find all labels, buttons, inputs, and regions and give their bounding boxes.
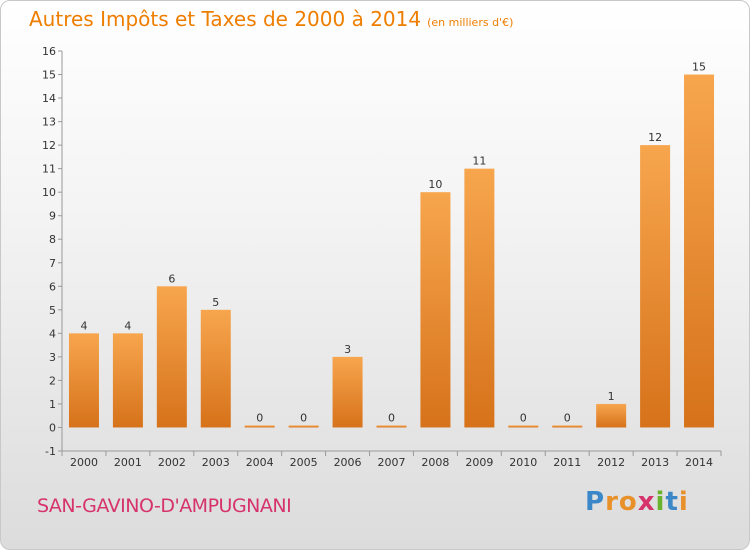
- logo-letter: t: [665, 487, 679, 517]
- chart-title: Autres Impôts et Taxes de 2000 à 2014 (en…: [29, 7, 513, 31]
- x-tick-label: 2013: [641, 456, 669, 469]
- data-label: 4: [80, 319, 87, 332]
- bar: [332, 356, 363, 428]
- y-tick-label: 4: [49, 327, 56, 340]
- data-label: 10: [428, 178, 442, 191]
- logo-letter: P: [585, 487, 606, 517]
- data-label: 0: [520, 411, 527, 424]
- commune-name: SAN-GAVINO-D'AMPUGNANI: [37, 495, 292, 517]
- data-label: 6: [168, 272, 175, 285]
- y-tick-label: 0: [49, 421, 56, 434]
- logo-letter: o: [618, 487, 638, 517]
- bar: [288, 425, 319, 428]
- chart-title-text: Autres Impôts et Taxes de 2000 à 2014: [29, 7, 422, 31]
- chart-subtitle: (en milliers d'€): [427, 16, 514, 29]
- data-label: 0: [300, 411, 307, 424]
- bar: [156, 286, 187, 428]
- y-tick-label: 5: [49, 304, 56, 317]
- logo-letter: x: [637, 487, 656, 517]
- bar: [552, 425, 583, 428]
- x-tick-label: 2002: [158, 456, 186, 469]
- y-tick-label: 15: [42, 69, 56, 82]
- x-tick-label: 2000: [70, 456, 98, 469]
- x-tick-label: 2003: [202, 456, 230, 469]
- data-label: 1: [608, 390, 615, 403]
- x-tick-label: 2004: [246, 456, 274, 469]
- y-tick-label: 10: [42, 186, 56, 199]
- bar: [464, 168, 495, 428]
- bar: [640, 145, 671, 428]
- logo-letter: i: [655, 487, 666, 517]
- bar: [244, 425, 275, 428]
- y-tick-label: 13: [42, 116, 56, 129]
- x-tick-label: 2006: [334, 456, 362, 469]
- data-label: 0: [564, 411, 571, 424]
- data-labels: 4 4 6 5 0 0 3 0 10 11 0 0 1 12 15: [80, 61, 706, 425]
- x-tick-label: 2011: [553, 456, 581, 469]
- y-tick-label: 11: [42, 163, 56, 176]
- proxiti-logo: Proxiti: [585, 487, 689, 517]
- x-tick-label: 2005: [290, 456, 318, 469]
- y-tick-label: 14: [42, 92, 56, 105]
- y-tick-label: 12: [42, 139, 56, 152]
- logo-letter: i: [678, 487, 689, 517]
- x-tick-label: 2009: [465, 456, 493, 469]
- data-label: 11: [472, 155, 486, 168]
- x-tick-label: 2010: [509, 456, 537, 469]
- y-tick-label: 1: [49, 398, 56, 411]
- y-tick-label: 16: [42, 45, 56, 58]
- y-tick-label: 8: [49, 233, 56, 246]
- x-tick-label: 2001: [114, 456, 142, 469]
- data-label: 0: [256, 411, 263, 424]
- data-label: 15: [692, 61, 706, 74]
- bar: [596, 403, 627, 428]
- y-tick-label: -1: [45, 445, 56, 458]
- y-tick-label: 3: [49, 351, 56, 364]
- y-tick-label: 6: [49, 280, 56, 293]
- bar: [508, 425, 539, 428]
- x-tick-label: 2008: [421, 456, 449, 469]
- data-label: 0: [388, 411, 395, 424]
- y-tick-label: 2: [49, 374, 56, 387]
- data-label: 4: [124, 319, 131, 332]
- bars: [68, 74, 715, 428]
- x-tick-label: 2007: [378, 456, 406, 469]
- data-label: 3: [344, 343, 351, 356]
- bar: [112, 333, 143, 428]
- x-tick-label: 2012: [597, 456, 625, 469]
- bar: [420, 192, 451, 428]
- bar: [684, 74, 715, 428]
- y-tick-label: 7: [49, 257, 56, 270]
- y-tick-label: 9: [49, 210, 56, 223]
- bar: [68, 333, 99, 428]
- bar: [376, 425, 407, 428]
- bar: [200, 309, 231, 428]
- logo-letter: r: [605, 487, 619, 517]
- data-label: 12: [648, 131, 662, 144]
- x-tick-label: 2014: [685, 456, 713, 469]
- data-label: 5: [212, 296, 219, 309]
